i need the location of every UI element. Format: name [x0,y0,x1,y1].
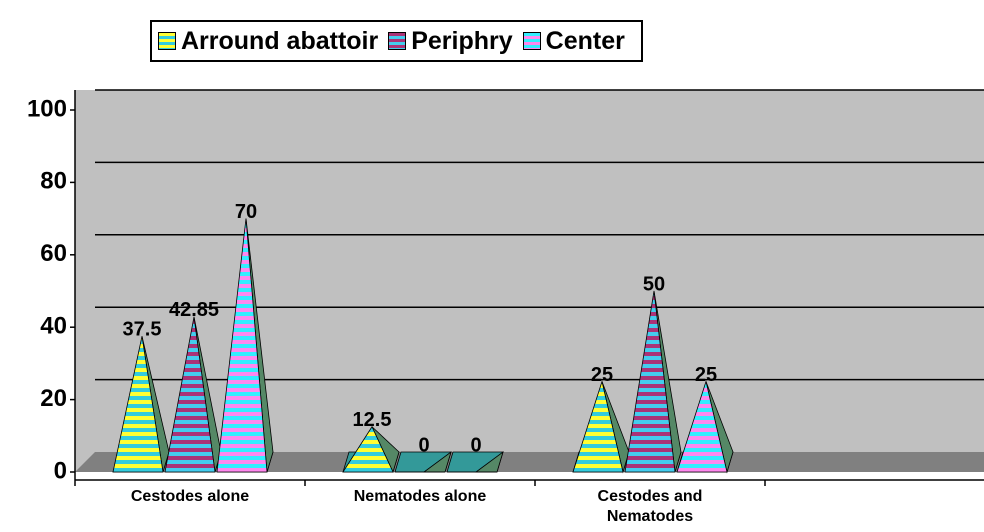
data-label: 70 [235,201,257,223]
x-tick-label: Nematodes alone [353,488,487,505]
pyramid [216,218,274,473]
data-label: 0 [418,434,429,456]
legend-item: Arround abattoir [158,27,378,56]
pyramid [676,379,734,474]
y-tick-label: 20 [40,385,67,412]
legend-item: Center [522,26,625,56]
floor [75,452,984,472]
legend-swatch [158,32,176,50]
legend: Arround abattoir Periphry Center [150,20,643,62]
pyramid [112,336,170,473]
y-tick-label: 60 [40,240,67,267]
y-tick-label: 80 [40,168,67,195]
pyramid-front [164,316,216,473]
pyramid-front [216,218,268,473]
pyramid-front [342,425,394,473]
x-tick-label: Cestodes alone [130,488,250,505]
y-tick-label: 100 [27,95,67,122]
pyramid [446,450,504,473]
pyramid [342,425,400,474]
data-label: 42.85 [169,299,219,321]
pyramid [394,450,452,473]
y-tick-label: 0 [54,457,67,484]
legend-swatch [388,32,407,50]
legend-label: Arround abattoir [181,26,379,55]
data-label: 50 [643,273,665,295]
pyramid-front [572,379,624,473]
x-tick-label: Cestodes and Nematodes [597,488,703,525]
pyramid-front [676,379,728,473]
pyramid-front [624,290,676,473]
pyramid [572,379,630,474]
data-label: 25 [695,364,717,386]
data-label: 12.5 [353,409,392,431]
data-label: 37.5 [123,319,162,341]
legend-label: Periphry [411,26,513,55]
pyramid-front [112,336,164,473]
legend-item: Periphry [388,26,513,56]
legend-swatch [522,32,541,50]
data-label: 0 [470,434,481,456]
legend-label: Center [545,26,625,55]
y-tick-label: 40 [40,313,67,340]
pyramid [624,290,682,473]
data-label: 25 [591,364,613,386]
